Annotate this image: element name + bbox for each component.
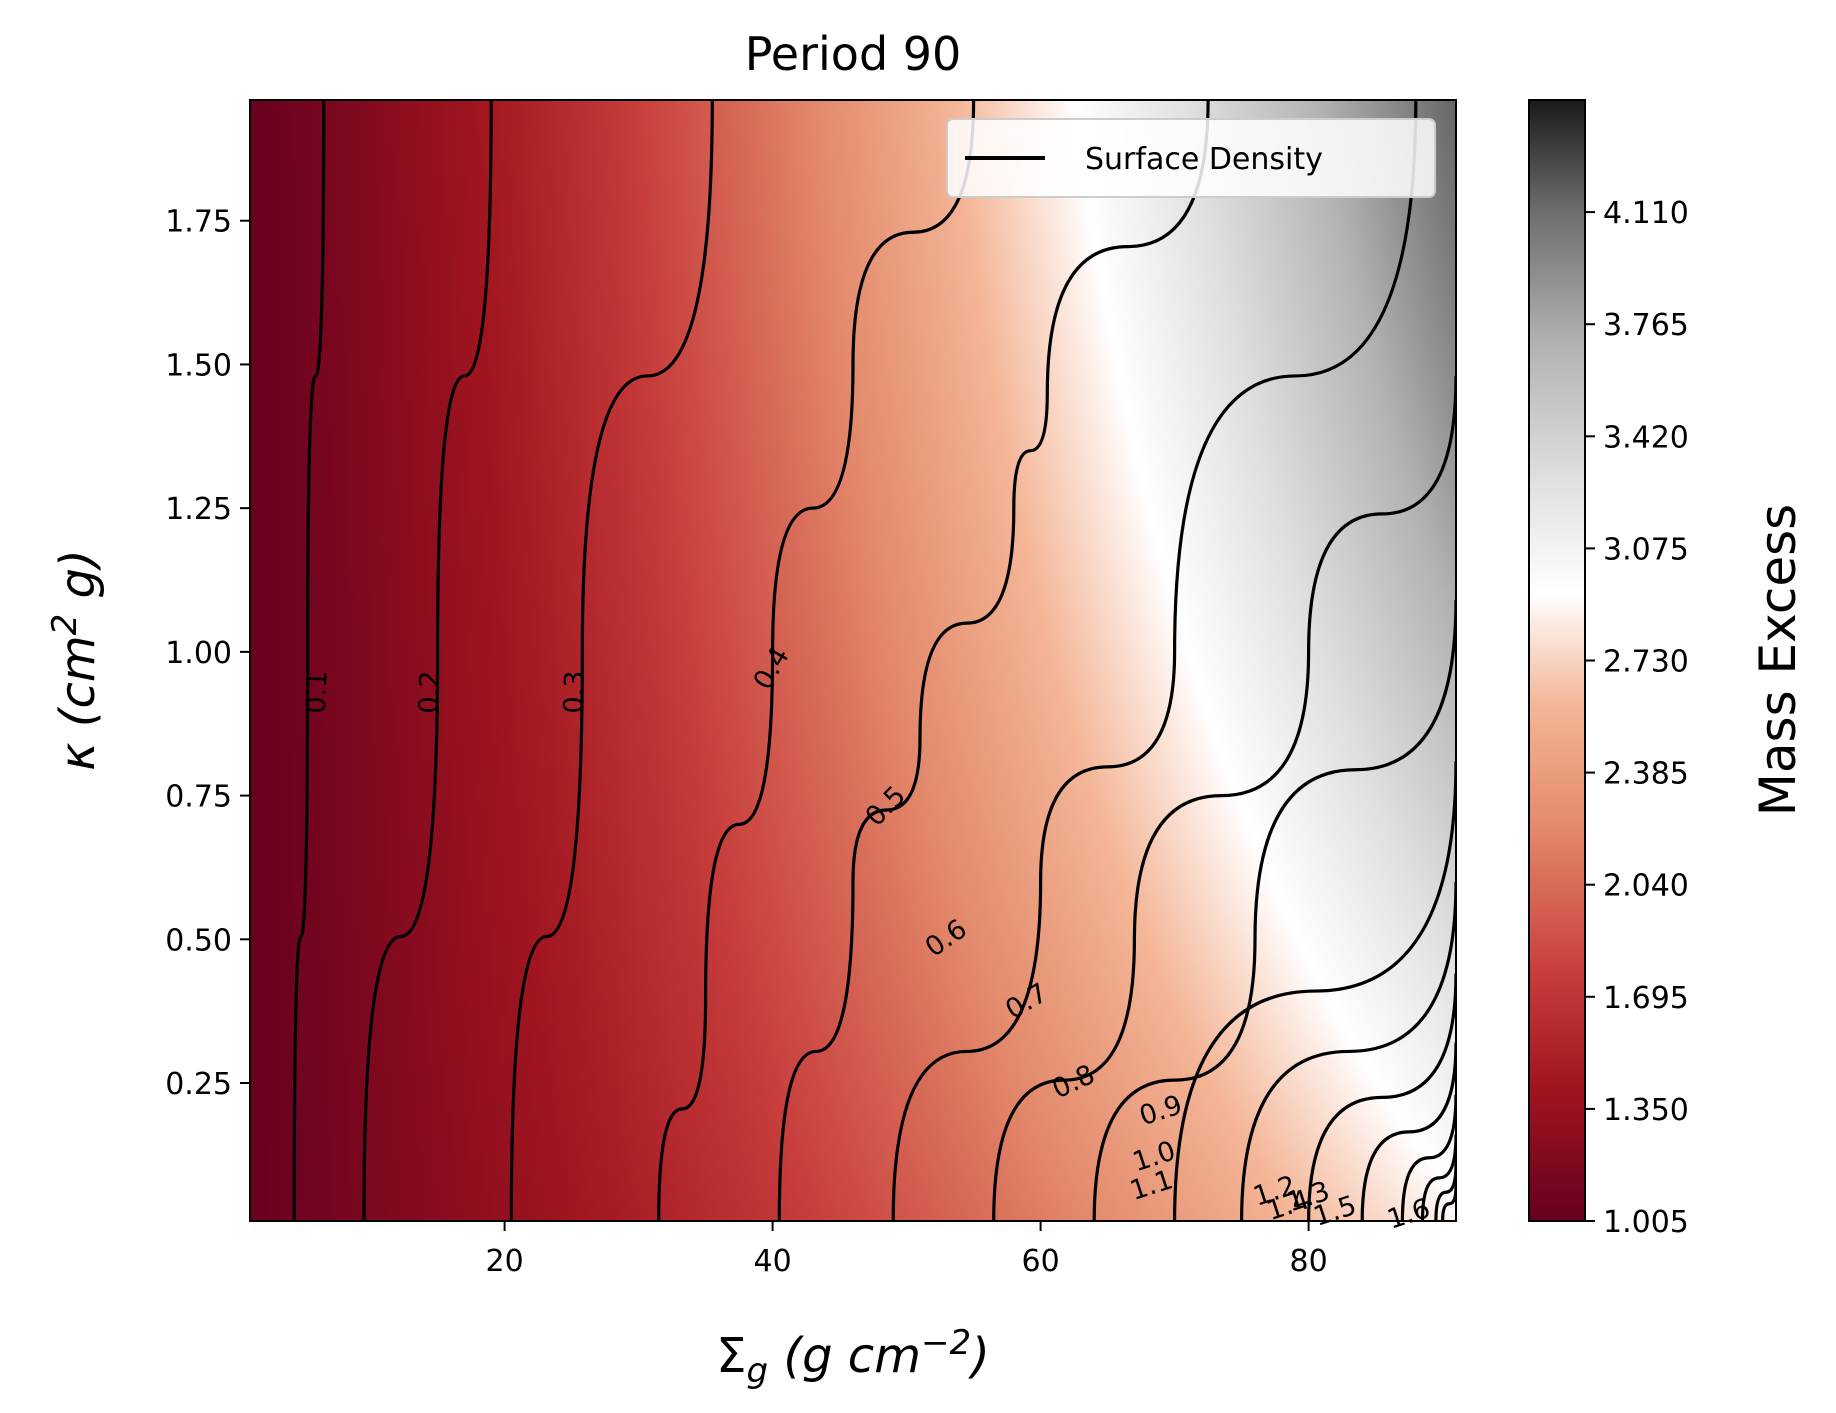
x-tick-label: 40 [754, 1244, 792, 1279]
x-tick-label: 80 [1290, 1244, 1328, 1279]
legend-box [946, 118, 1436, 198]
colorbar-tick-label: 1.005 [1603, 1205, 1689, 1240]
contour-line-0-6 [891, 100, 1418, 1221]
y-tick-label: 1.00 [165, 636, 232, 671]
legend-label: Surface Density [1085, 142, 1323, 177]
y-tick-label: 0.50 [165, 923, 232, 958]
contour-label: 0.2 [414, 670, 446, 714]
x-axis: 20 40 60 80 [486, 1221, 1328, 1279]
contour-line-0-3 [509, 100, 714, 1221]
contour-line-0-5 [777, 100, 1210, 1221]
contour-line-1-3 [1400, 1094, 1456, 1221]
contour-line-1-0 [1240, 881, 1456, 1221]
y-axis: 0.25 0.50 0.75 1.00 1.25 1.50 1.75 [165, 205, 250, 1102]
colorbar-tick-label: 4.110 [1603, 196, 1689, 231]
colorbar-tick-label: 2.385 [1603, 757, 1689, 792]
y-tick-label: 1.25 [165, 492, 232, 527]
contour-line-0-7 [992, 375, 1456, 1221]
colorbar-tick-label: 3.765 [1603, 308, 1689, 343]
contour-line-1-4 [1420, 1134, 1456, 1221]
contour-line-1-2 [1360, 1042, 1456, 1221]
contour-label: 0.1 [301, 670, 333, 714]
y-tick-label: 0.75 [165, 780, 232, 815]
legend: Surface Density [946, 118, 1436, 198]
colorbar-tick-label: 3.075 [1603, 532, 1689, 567]
x-tick-label: 20 [486, 1244, 524, 1279]
contour-label: 0.3 [558, 670, 590, 714]
colorbar-tick-label: 2.730 [1603, 645, 1689, 680]
plot-frame [249, 99, 1457, 1222]
contour-line-0-4 [657, 100, 976, 1221]
colorbar-ticks: 1.005 1.350 1.695 2.040 2.385 2.730 3.075 3.420… [1585, 196, 1689, 1240]
contour-line-1-1 [1307, 973, 1456, 1221]
colorbar-tick-label: 2.040 [1603, 869, 1689, 904]
mass-excess-heatmap [250, 100, 1456, 1221]
colorbar-label: Mass Excess [1749, 504, 1807, 816]
colorbar-fill [1528, 99, 1586, 1222]
contour-line-0-1 [292, 100, 326, 1221]
contour-line-0-2 [362, 100, 493, 1221]
x-tick-label: 60 [1022, 1244, 1060, 1279]
contour-lines [292, 100, 1456, 1221]
y-tick-label: 0.25 [165, 1067, 232, 1102]
y-tick-label: 1.75 [165, 205, 232, 240]
colorbar-tick-label: 1.695 [1603, 981, 1689, 1016]
colorbar-tick-label: 1.350 [1603, 1093, 1689, 1128]
y-tick-label: 1.50 [165, 348, 232, 383]
colorbar: 1.005 1.350 1.695 2.040 2.385 2.730 3.075 3.420… [1528, 99, 1807, 1240]
x-axis-title: Σg (g cm−2) [716, 1323, 990, 1391]
contour-line-0-9 [1173, 761, 1456, 1221]
contour-line-0-8 [1092, 600, 1456, 1221]
chart-title: Period 90 [745, 27, 962, 81]
y-axis-title: κ (cm2 g) [45, 549, 106, 771]
colorbar-tick-label: 3.420 [1603, 420, 1689, 455]
